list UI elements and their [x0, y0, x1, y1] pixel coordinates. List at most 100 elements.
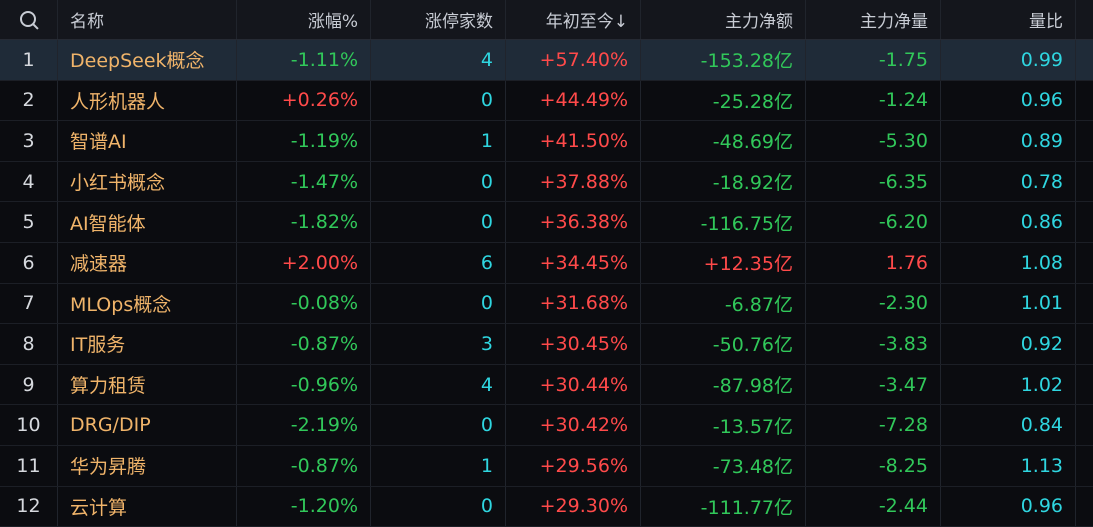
row-limit-up: 4 [371, 364, 506, 405]
row-volume-ratio: 1.01 [941, 283, 1076, 324]
header-name[interactable]: 名称 [58, 0, 237, 39]
row-index: 3 [0, 121, 58, 161]
row-spacer [1076, 487, 1093, 527]
row-main-net-amount: -25.28亿 [641, 80, 806, 121]
row-index: 10 [0, 405, 58, 445]
row-main-net-volume: -2.30 [806, 283, 941, 324]
row-spacer [1076, 202, 1093, 242]
row-main-net-volume: -3.83 [806, 324, 941, 364]
row-name: 算力租赁 [58, 364, 237, 405]
row-main-net-volume: -1.75 [806, 40, 941, 80]
table-row[interactable]: 6 减速器 +2.00% 6 +34.45% +12.35亿 1.76 1.08 [0, 243, 1093, 284]
row-spacer [1076, 405, 1093, 445]
row-name: DRG/DIP [58, 405, 237, 445]
row-volume-ratio: 0.86 [941, 202, 1076, 242]
row-main-net-amount: -13.57亿 [641, 405, 806, 445]
row-limit-up: 0 [371, 486, 506, 527]
row-limit-up: 1 [371, 121, 506, 161]
row-main-net-volume: -6.20 [806, 202, 941, 242]
row-main-net-amount: -87.98亿 [641, 364, 806, 405]
row-ytd: +34.45% [506, 243, 641, 283]
row-name: 减速器 [58, 243, 237, 283]
row-index: 6 [0, 243, 58, 283]
row-index: 9 [0, 364, 58, 405]
row-name: DeepSeek概念 [58, 40, 237, 80]
row-name: 人形机器人 [58, 80, 237, 121]
row-volume-ratio: 0.84 [941, 405, 1076, 445]
row-spacer [1076, 365, 1093, 405]
row-volume-ratio: 1.02 [941, 364, 1076, 405]
table-row[interactable]: 12 云计算 -1.20% 0 +29.30% -111.77亿 -2.44 0.96 [0, 486, 1093, 527]
row-name: 华为昇腾 [58, 446, 237, 486]
row-change: -1.82% [237, 202, 371, 242]
table-row[interactable]: 9 算力租赁 -0.96% 4 +30.44% -87.98亿 -3.47 1.02 [0, 364, 1093, 406]
row-change: -1.20% [237, 486, 371, 527]
search-icon [19, 10, 39, 30]
row-main-net-amount: -18.92亿 [641, 161, 806, 202]
table-row[interactable]: 8 IT服务 -0.87% 3 +30.45% -50.76亿 -3.83 0.92 [0, 324, 1093, 365]
table-row[interactable]: 4 小红书概念 -1.47% 0 +37.88% -18.92亿 -6.35 0.78 [0, 161, 1093, 203]
table-row[interactable]: 10 DRG/DIP -2.19% 0 +30.42% -13.57亿 -7.28 0.84 [0, 405, 1093, 446]
row-spacer [1076, 284, 1093, 324]
row-limit-up: 0 [371, 405, 506, 445]
header-main-net-volume[interactable]: 主力净量 [806, 0, 941, 39]
row-main-net-volume: -6.35 [806, 161, 941, 202]
row-spacer [1076, 243, 1093, 283]
table-header: 名称 涨幅% 涨停家数 年初至今↓ 主力净额 主力净量 量比 [0, 0, 1093, 40]
row-volume-ratio: 0.78 [941, 161, 1076, 202]
table-row[interactable]: 3 智谱AI -1.19% 1 +41.50% -48.69亿 -5.30 0.89 [0, 121, 1093, 162]
table-row[interactable]: 7 MLOps概念 -0.08% 0 +31.68% -6.87亿 -2.30 1.01 [0, 283, 1093, 325]
row-spacer [1076, 81, 1093, 121]
row-volume-ratio: 0.96 [941, 486, 1076, 527]
row-limit-up: 3 [371, 324, 506, 364]
row-main-net-volume: -5.30 [806, 121, 941, 161]
table-row[interactable]: 2 人形机器人 +0.26% 0 +44.49% -25.28亿 -1.24 0.96 [0, 80, 1093, 122]
row-main-net-amount: -153.28亿 [641, 40, 806, 80]
row-limit-up: 0 [371, 80, 506, 121]
row-limit-up: 1 [371, 446, 506, 486]
row-main-net-amount: -48.69亿 [641, 121, 806, 161]
header-limit-up[interactable]: 涨停家数 [371, 0, 506, 39]
header-spacer [1076, 0, 1093, 39]
row-main-net-amount: -116.75亿 [641, 202, 806, 242]
row-volume-ratio: 0.96 [941, 80, 1076, 121]
row-change: -1.11% [237, 40, 371, 80]
header-main-net-amount[interactable]: 主力净额 [641, 0, 806, 39]
row-ytd: +30.42% [506, 405, 641, 445]
row-limit-up: 4 [371, 40, 506, 80]
row-limit-up: 0 [371, 283, 506, 324]
search-button[interactable] [0, 0, 58, 39]
row-name: 小红书概念 [58, 161, 237, 202]
table-row[interactable]: 11 华为昇腾 -0.87% 1 +29.56% -73.48亿 -8.25 1.13 [0, 446, 1093, 487]
header-volume-ratio[interactable]: 量比 [941, 0, 1076, 39]
row-main-net-volume: -2.44 [806, 486, 941, 527]
row-change: -0.96% [237, 364, 371, 405]
row-name: IT服务 [58, 324, 237, 364]
row-spacer [1076, 162, 1093, 202]
row-ytd: +30.44% [506, 364, 641, 405]
row-ytd: +29.56% [506, 446, 641, 486]
row-main-net-volume: -1.24 [806, 80, 941, 121]
row-main-net-amount: -6.87亿 [641, 283, 806, 324]
header-ytd[interactable]: 年初至今↓ [506, 0, 641, 39]
row-main-net-amount: -73.48亿 [641, 446, 806, 486]
row-index: 4 [0, 161, 58, 202]
row-ytd: +30.45% [506, 324, 641, 364]
row-change: -1.19% [237, 121, 371, 161]
table-row[interactable]: 5 AI智能体 -1.82% 0 +36.38% -116.75亿 -6.20 0.86 [0, 202, 1093, 243]
row-ytd: +44.49% [506, 80, 641, 121]
row-main-net-volume: -7.28 [806, 405, 941, 445]
row-name: 智谱AI [58, 121, 237, 161]
row-name: AI智能体 [58, 202, 237, 242]
header-change[interactable]: 涨幅% [237, 0, 371, 39]
row-spacer [1076, 121, 1093, 161]
row-spacer [1076, 40, 1093, 80]
table-row[interactable]: 1 DeepSeek概念 -1.11% 4 +57.40% -153.28亿 -1.75 0.… [0, 40, 1093, 81]
row-main-net-amount: -111.77亿 [641, 486, 806, 527]
row-index: 8 [0, 324, 58, 364]
row-index: 12 [0, 486, 58, 527]
row-change: -0.87% [237, 446, 371, 486]
row-ytd: +41.50% [506, 121, 641, 161]
row-spacer [1076, 446, 1093, 486]
